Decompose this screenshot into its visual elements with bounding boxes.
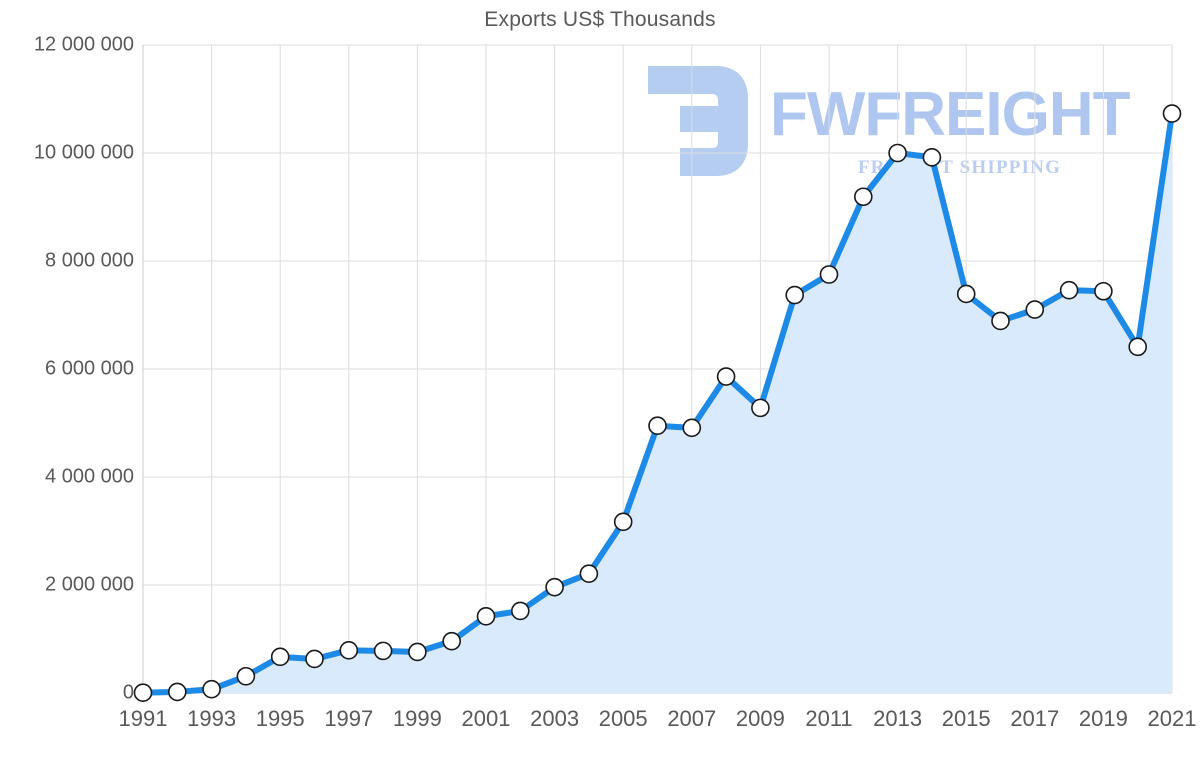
data-point-marker[interactable]	[991, 311, 1010, 331]
data-point-marker[interactable]	[751, 398, 770, 418]
data-point-marker[interactable]	[339, 641, 359, 660]
x-axis-tick-label: 1995	[255, 706, 305, 731]
data-point-marker[interactable]	[168, 682, 187, 702]
data-point-marker[interactable]	[785, 285, 805, 305]
data-point-marker[interactable]	[408, 642, 427, 662]
data-point-marker[interactable]	[1025, 300, 1045, 319]
data-point-marker[interactable]	[476, 607, 496, 626]
data-point-marker[interactable]	[853, 187, 873, 207]
x-axis-tick-label: 2013	[873, 706, 923, 731]
x-axis-tick-label: 1991	[118, 706, 168, 731]
area-fill	[143, 113, 1172, 693]
x-axis-tick-label: 2011	[805, 706, 853, 731]
data-point-markers[interactable]	[133, 104, 1182, 703]
x-axis-tick-label: 2015	[941, 706, 991, 731]
data-point-marker[interactable]	[1094, 281, 1113, 301]
data-point-marker[interactable]	[1128, 337, 1147, 357]
x-axis-tick-label: 2019	[1078, 706, 1128, 731]
x-axis-tick-label: 1997	[324, 706, 374, 731]
y-axis-tick-label: 0	[122, 681, 134, 704]
chart-title: Exports US$ Thousands	[484, 8, 716, 31]
y-axis-tick-label: 4 000 000	[45, 465, 134, 488]
data-point-marker[interactable]	[133, 683, 153, 703]
x-axis-tick-label: 2003	[530, 706, 580, 731]
data-point-marker[interactable]	[1162, 104, 1182, 123]
data-point-marker[interactable]	[613, 512, 633, 532]
data-point-marker[interactable]	[545, 577, 564, 597]
data-point-marker[interactable]	[236, 666, 256, 686]
x-axis-tick-label: 2017	[1010, 706, 1060, 731]
x-axis-tick-label: 2009	[735, 706, 785, 731]
data-point-marker[interactable]	[888, 143, 907, 163]
data-point-marker[interactable]	[579, 564, 599, 583]
x-axis-tick-label: 2021	[1147, 706, 1197, 731]
data-point-marker[interactable]	[305, 649, 324, 669]
data-point-marker[interactable]	[373, 641, 393, 661]
data-point-marker[interactable]	[1059, 280, 1079, 300]
y-axis-tick-label: 12 000 000	[33, 33, 134, 56]
data-point-marker[interactable]	[202, 679, 221, 699]
y-axis-tick-label: 8 000 000	[45, 249, 134, 272]
data-point-marker[interactable]	[922, 148, 942, 167]
data-point-marker[interactable]	[716, 367, 736, 386]
data-point-marker[interactable]	[819, 265, 839, 284]
data-point-marker[interactable]	[682, 418, 702, 438]
x-axis-tick-label: 2007	[667, 706, 717, 731]
x-axis-tick-label: 1999	[392, 706, 442, 731]
data-point-marker[interactable]	[442, 631, 462, 651]
y-axis-tick-label: 2 000 000	[45, 573, 134, 596]
data-point-marker[interactable]	[270, 647, 290, 667]
data-point-marker[interactable]	[956, 284, 976, 304]
y-axis-tick-label: 6 000 000	[45, 357, 134, 380]
x-axis-tick-label: 2005	[598, 706, 648, 731]
y-axis-tick-label: 10 000 000	[33, 141, 134, 164]
data-point-marker[interactable]	[510, 601, 530, 621]
data-point-marker[interactable]	[648, 416, 667, 436]
x-axis-tick-label: 1993	[187, 706, 237, 731]
x-axis-tick-label: 2001	[461, 706, 511, 731]
